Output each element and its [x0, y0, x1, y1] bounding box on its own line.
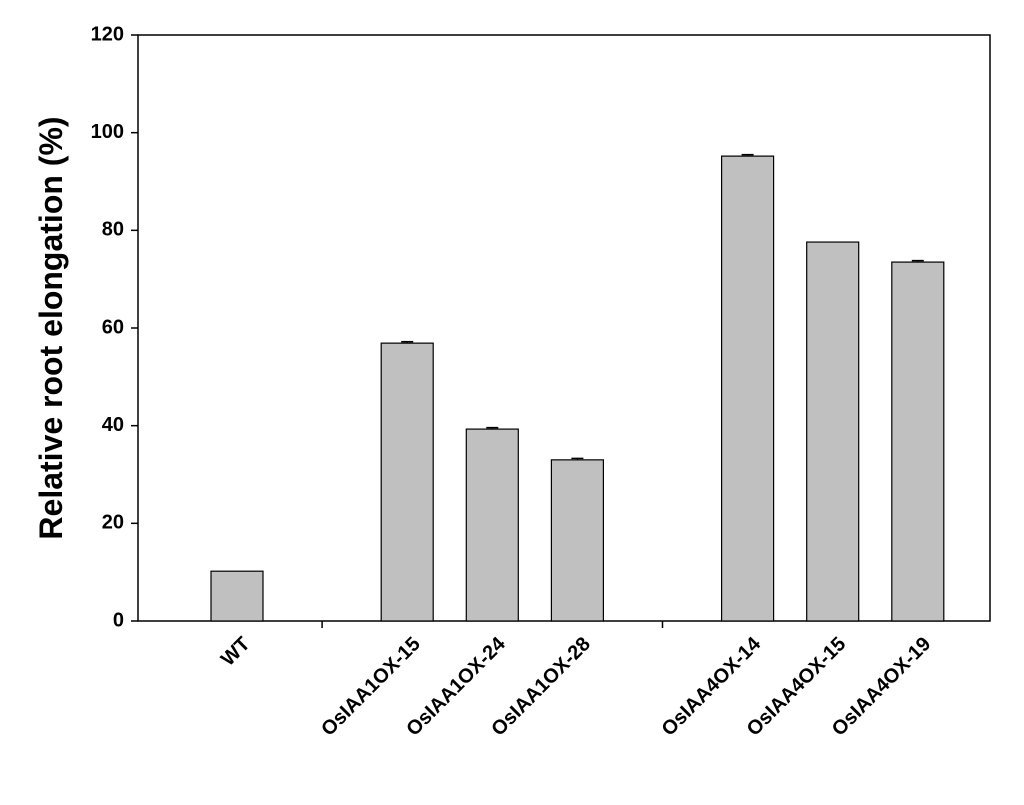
- bar: [720, 155, 775, 622]
- y-tick-label: 20: [102, 512, 124, 534]
- bar: [550, 459, 605, 622]
- y-tick-label: 120: [91, 23, 124, 45]
- y-tick-label: 60: [102, 316, 124, 338]
- y-tick-label: 100: [91, 121, 124, 143]
- y-tick-label: 80: [102, 219, 124, 241]
- y-tick-label: 40: [102, 414, 124, 436]
- bar: [380, 342, 434, 622]
- x-tick-label: WT: [217, 633, 255, 671]
- bar: [891, 261, 945, 622]
- y-axis-label: Relative root elongation (%): [33, 116, 69, 539]
- bar: [210, 570, 264, 622]
- bar: [806, 241, 860, 622]
- bar: [465, 428, 519, 622]
- y-tick-label: 0: [113, 609, 124, 631]
